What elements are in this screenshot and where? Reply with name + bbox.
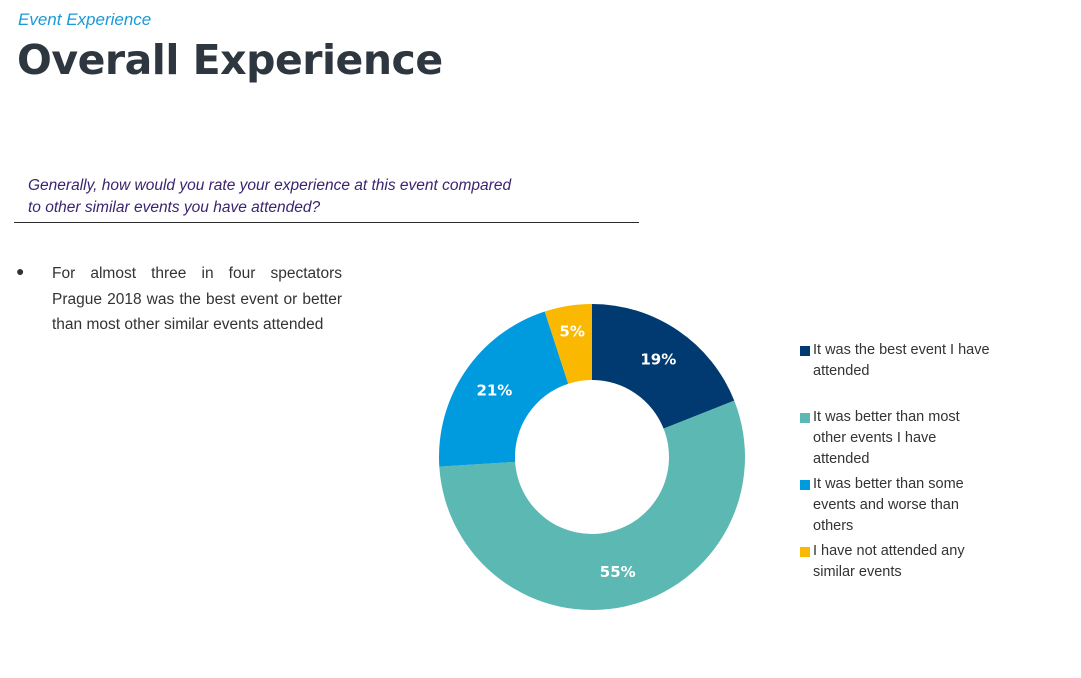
legend-label: It was the best event I have — [813, 342, 990, 358]
donut-slice-label-1: 55% — [600, 563, 636, 581]
chart-legend: It was the best event I have attended It w… — [800, 340, 1020, 583]
legend-item-0: It was the best event I have attended — [800, 340, 1020, 382]
bullet-dot-icon: ● — [16, 263, 25, 279]
legend-label: other events I have — [813, 430, 937, 446]
section-subtitle: Event Experience — [18, 10, 152, 29]
donut-slice-label-0: 19% — [640, 350, 676, 368]
legend-item-3: I have not attended any similar events — [800, 541, 1020, 583]
legend-label: events and worse than — [813, 497, 959, 513]
donut-slice-0 — [592, 304, 735, 429]
legend-swatch-0 — [800, 346, 810, 356]
survey-question-line-2: to other similar events you have attende… — [28, 199, 321, 216]
legend-swatch-1 — [800, 413, 810, 423]
legend-label: similar events — [813, 564, 902, 580]
donut-slice-label-3: 5% — [559, 323, 584, 341]
legend-label: It was better than some — [813, 476, 964, 492]
survey-question-line-1: Generally, how would you rate your exper… — [28, 177, 512, 194]
legend-label: others — [813, 518, 854, 534]
legend-item-1: It was better than most other events I ha… — [800, 407, 1020, 470]
donut-slice-2 — [439, 311, 569, 467]
legend-item-2: It was better than some events and worse … — [800, 474, 1020, 537]
donut-slice-label-2: 21% — [476, 382, 512, 400]
bullet-text: For almost three in four spectators Prag… — [52, 265, 342, 333]
survey-question: Generally, how would you rate your exper… — [14, 175, 639, 223]
donut-slice-3 — [544, 304, 592, 384]
legend-swatch-3 — [800, 547, 810, 557]
donut-slice-1 — [439, 400, 745, 611]
legend-label: attended — [813, 451, 870, 467]
legend-label: It was better than most — [813, 409, 960, 425]
legend-swatch-2 — [800, 480, 810, 490]
legend-label: I have not attended any — [813, 543, 965, 559]
legend-label: attended — [813, 363, 870, 379]
page-title: Overall Experience — [17, 36, 443, 84]
